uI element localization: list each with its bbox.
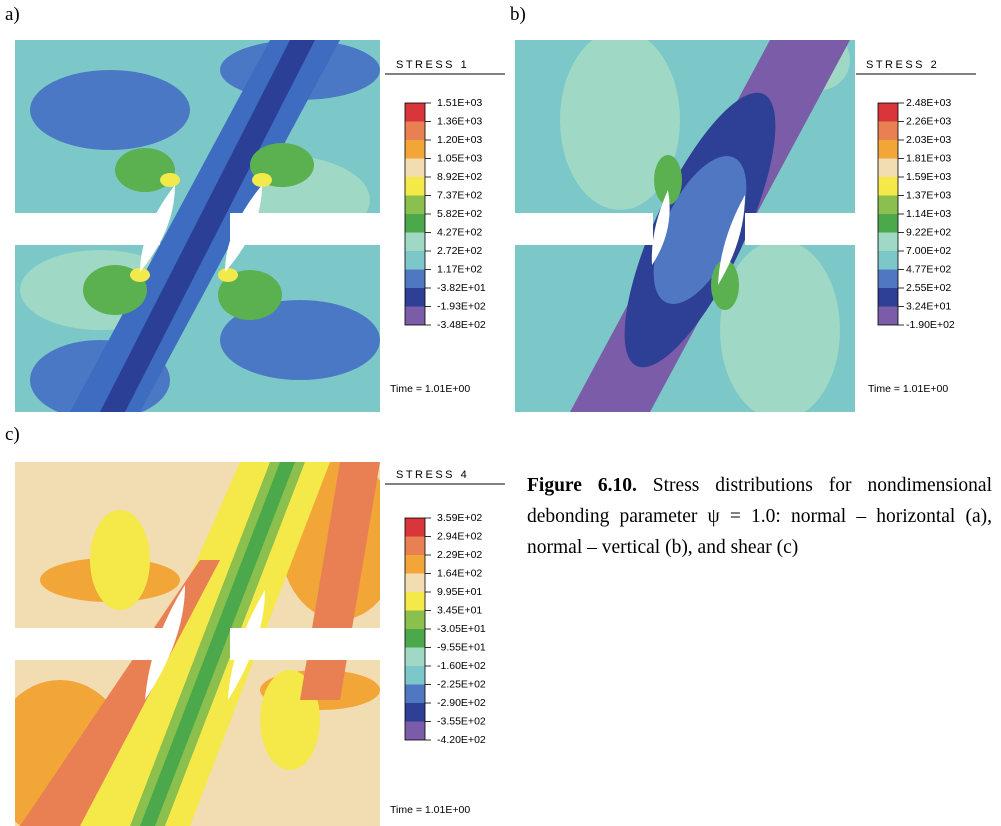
legend-label: -4.20E+02 [437,734,486,746]
legend-label: -1.60E+02 [437,660,486,672]
legend-label: 2.29E+02 [437,549,482,561]
legend-label: 7.37E+02 [437,189,482,201]
legend-label: 1.36E+03 [437,115,482,127]
time-label: Time = 1.01E+00 [390,383,470,395]
legend-swatch [878,140,898,159]
legend-swatch [878,214,898,233]
legend-label: 1.51E+03 [437,97,482,109]
legend-label: 1.17E+02 [437,263,482,275]
legend-label: -2.90E+02 [437,697,486,709]
legend-swatch [878,306,898,325]
legend-swatch [878,232,898,251]
contour-plot [15,462,380,826]
legend-label: -3.48E+02 [437,319,486,331]
legend-label: 3.45E+01 [437,604,482,616]
legend-label: 7.00E+02 [906,245,951,257]
panel-label: a) [5,4,20,25]
legend-swatch [405,269,425,288]
legend-label: 5.82E+02 [437,208,482,220]
legend-swatch [878,158,898,177]
legend-label: 4.27E+02 [437,226,482,238]
legend-label: 1.64E+02 [437,567,482,579]
legend-swatch [405,684,425,703]
legend-swatch [405,140,425,159]
contour-plot [515,40,855,412]
time-label: Time = 1.01E+00 [868,383,948,395]
legend-swatch [405,555,425,574]
legend-swatch [405,177,425,196]
legend-label: 3.24E+01 [906,300,951,312]
legend-label: 2.72E+02 [437,245,482,257]
legend-label: 2.26E+03 [906,115,951,127]
legend-swatch [405,251,425,270]
legend-swatch [405,703,425,722]
legend-label: 2.03E+03 [906,134,951,146]
legend-label: 2.48E+03 [906,97,951,109]
legend-title: STRESS 4 [396,469,469,481]
legend-label: -3.82E+01 [437,282,486,294]
legend-label: 1.37E+03 [906,189,951,201]
legend-label: 9.22E+02 [906,226,951,238]
caption-label: Figure 6.10. [527,475,637,496]
legend-swatch [878,251,898,270]
legend-label: -9.55E+01 [437,641,486,653]
legend-label: 9.95E+01 [437,586,482,598]
legend-swatch [405,195,425,214]
panel-label: c) [5,424,20,445]
legend-label: 1.14E+03 [906,208,951,220]
legend-swatch [405,573,425,592]
legend-title: STRESS 2 [866,59,939,71]
legend-label: 1.59E+03 [906,171,951,183]
legend-label: 2.55E+02 [906,282,951,294]
legend-swatch [405,536,425,555]
legend-swatch [878,121,898,140]
legend-swatch [878,288,898,307]
legend-label: 4.77E+02 [906,263,951,275]
legend-swatch [405,232,425,251]
legend-label: -3.55E+02 [437,715,486,727]
caption: Figure 6.10. Stress distributions for no… [527,470,992,563]
contour-plot [15,40,380,412]
caption-text: Stress distributions for nondimensional … [527,475,993,558]
legend-label: -1.90E+02 [906,319,955,331]
legend-swatch [405,629,425,648]
legend-swatch [405,610,425,629]
legend-label: 1.05E+03 [437,152,482,164]
legend-label: 2.94E+02 [437,530,482,542]
legend-label: -1.93E+02 [437,300,486,312]
legend-swatch [878,195,898,214]
legend-swatch [405,121,425,140]
legend-swatch [878,103,898,122]
legend-swatch [405,214,425,233]
panel-label: b) [510,4,526,25]
legend-label: -3.05E+01 [437,623,486,635]
legend-swatch [405,306,425,325]
legend-swatch [405,592,425,611]
legend-label: 1.20E+03 [437,134,482,146]
legend-label: 1.81E+03 [906,152,951,164]
legend-swatch [405,647,425,666]
legend-swatch [405,721,425,740]
legend-title: STRESS 1 [396,59,469,71]
legend-swatch [405,103,425,122]
legend-swatch [878,177,898,196]
legend-swatch [405,288,425,307]
time-label: Time = 1.01E+00 [390,804,470,816]
legend-swatch [405,518,425,537]
legend-label: -2.25E+02 [437,678,486,690]
legend-swatch [878,269,898,288]
legend-label: 8.92E+02 [437,171,482,183]
legend-swatch [405,158,425,177]
legend-label: 3.59E+02 [437,512,482,524]
legend-swatch [405,666,425,685]
